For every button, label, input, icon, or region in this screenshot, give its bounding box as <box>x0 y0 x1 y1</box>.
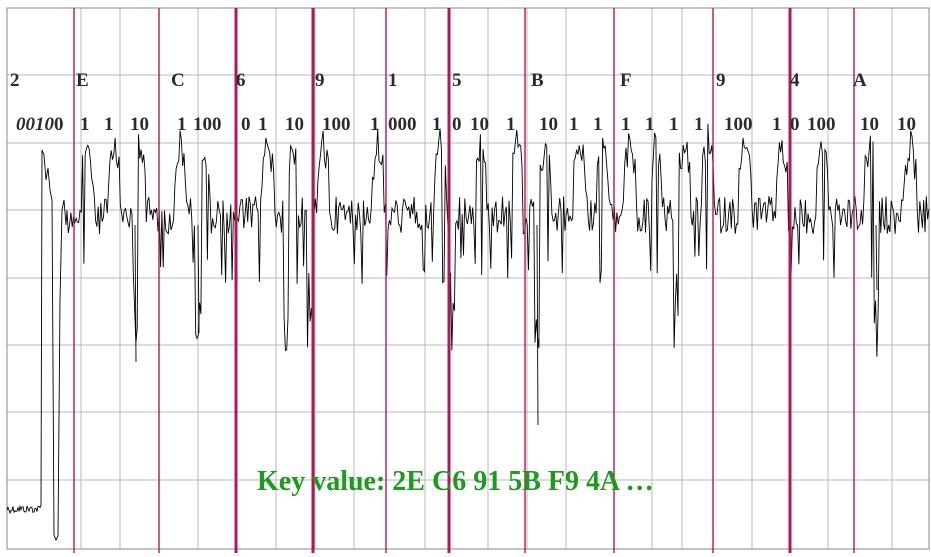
bit-label: 1 <box>772 114 782 135</box>
nibble-labels: 2 E C 6 9 1 5 B F 9 4 A <box>10 70 867 91</box>
bit-label: 100 <box>724 114 753 135</box>
nibble-label: C <box>171 70 185 91</box>
nibble-label: 6 <box>236 70 246 91</box>
bit-label: 100 <box>322 114 351 135</box>
bit-label: 0 <box>452 114 462 135</box>
bit-label: 0 <box>54 114 64 135</box>
bit-label: 1 <box>258 114 268 135</box>
bit-label: 10 <box>470 114 489 135</box>
trace-dip <box>134 224 137 363</box>
nibble-label: A <box>853 70 867 91</box>
nibble-label: 9 <box>315 70 325 91</box>
bit-label: 10 <box>860 114 879 135</box>
nibble-label: 1 <box>388 70 398 91</box>
nibble-label: 2 <box>10 70 20 91</box>
trace-dip <box>875 224 878 291</box>
bit-label: 1 <box>669 114 679 135</box>
nibble-label: 9 <box>716 70 726 91</box>
bit-label: 1 <box>694 114 704 135</box>
nibble-label: F <box>620 70 632 91</box>
bit-label: 000 <box>388 114 417 135</box>
bit-label: 1 <box>432 114 442 135</box>
bit-label: 10 <box>539 114 558 135</box>
trace-dip <box>536 224 539 426</box>
bit-label: 0 <box>790 114 800 135</box>
bit-label: 100 <box>193 114 222 135</box>
bit-label: 1 <box>593 114 603 135</box>
nibble-label: B <box>531 70 544 91</box>
nibble-boundaries <box>73 8 855 553</box>
bit-label: 1 <box>569 114 579 135</box>
bit-label: 1 <box>177 114 187 135</box>
trace-dip <box>197 224 200 334</box>
bit-label: 10 <box>285 114 304 135</box>
bit-label: 10 <box>897 114 916 135</box>
bit-label: 1 <box>506 114 516 135</box>
bit-labels: 0010 0 1 1 10 1 100 0 1 10 100 1 000 1 0… <box>16 114 916 135</box>
bit-label: 1 <box>104 114 114 135</box>
bit-label: 1 <box>621 114 631 135</box>
bit-label: 10 <box>130 114 149 135</box>
key-value-text: Key value: 2E C6 91 5B F9 4A … <box>257 466 654 497</box>
nibble-label: E <box>76 70 89 91</box>
bit-label: 1 <box>645 114 655 135</box>
bit-label: 0 <box>241 114 251 135</box>
bit-label: 1 <box>80 114 90 135</box>
bit-label: 100 <box>807 114 836 135</box>
nibble-label: 4 <box>790 70 800 91</box>
bit-label: 0010 <box>16 114 55 135</box>
nibble-label: 5 <box>452 70 462 91</box>
plot-frame <box>6 7 930 550</box>
bit-label: 1 <box>370 114 380 135</box>
